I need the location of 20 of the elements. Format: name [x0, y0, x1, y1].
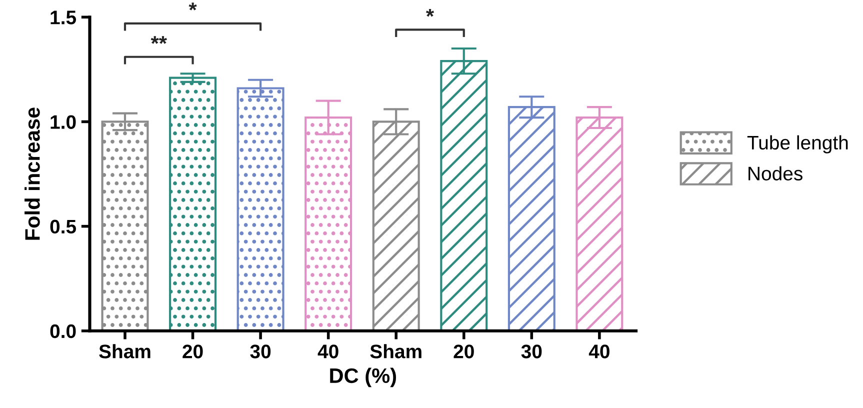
x-tick-label: Sham	[99, 344, 150, 358]
text: *	[188, 2, 197, 10]
x-tick-label: 20	[182, 344, 203, 358]
x-tick-label: 40	[588, 344, 610, 358]
x-tick-label: 20	[454, 344, 474, 358]
x-tick-label: Sham	[370, 344, 422, 358]
text: *	[426, 8, 434, 17]
y-tick-label: 1.0	[50, 115, 76, 129]
y-tick-label: 1.5	[50, 10, 76, 24]
x-tick-label: 40	[318, 344, 338, 358]
legend-label: Nodes	[748, 166, 802, 180]
x-tick-label: 30	[521, 344, 542, 358]
annotation: **	[150, 36, 167, 44]
y-axis-title: Fold increase	[24, 108, 40, 240]
bar	[169, 76, 217, 331]
x-tick-label: 30	[250, 344, 271, 358]
y-tick-label: 0.5	[50, 220, 76, 234]
x-axis-title: DC (%)	[330, 368, 396, 388]
y-tick-label: 0.0	[50, 324, 76, 338]
legend-label: Tube length	[747, 135, 848, 154]
